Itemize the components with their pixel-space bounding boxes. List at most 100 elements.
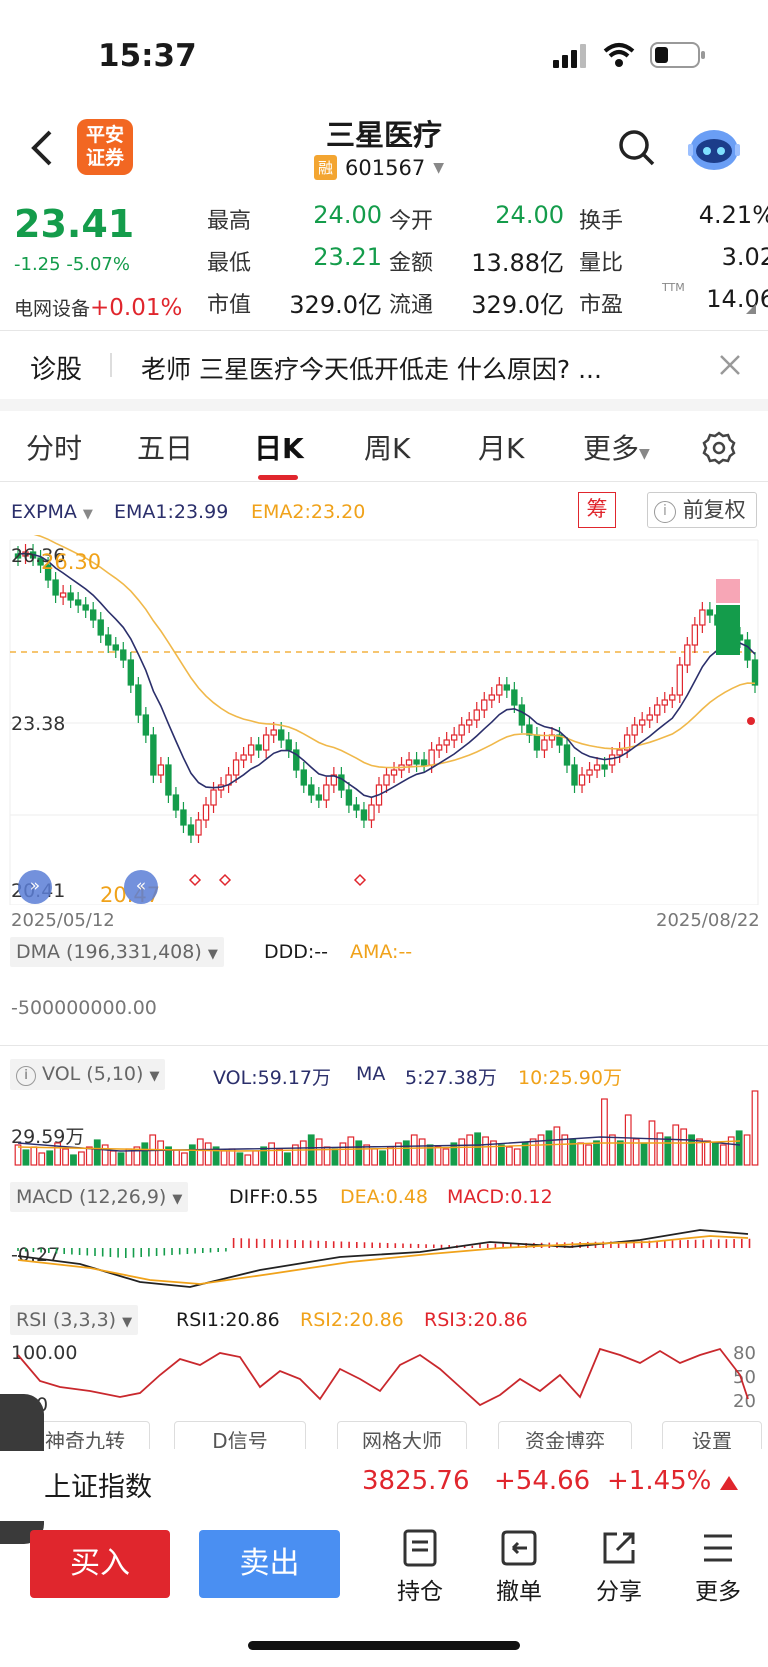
volume-bar	[244, 1154, 252, 1166]
candle	[556, 734, 563, 746]
dma-selector[interactable]: DMA (196,331,408) ▼	[10, 937, 224, 967]
tab-daily-k[interactable]: 日K	[254, 432, 304, 465]
volume-bar	[601, 1098, 608, 1166]
tool-d-signal[interactable]: D信号	[174, 1421, 306, 1449]
candle	[150, 734, 157, 776]
kline-chart[interactable]	[0, 535, 768, 905]
macd-chart	[17, 1229, 751, 1288]
volume-bar	[537, 1134, 545, 1166]
candle	[616, 749, 623, 756]
volume-bar	[735, 1130, 743, 1166]
tab-monthly-k[interactable]: 月K	[478, 432, 525, 465]
quote-label: 最低	[207, 251, 252, 276]
candle	[142, 714, 150, 736]
sector-row[interactable]: 电网设备+0.01%	[14, 294, 182, 321]
robot-assistant-icon[interactable]	[688, 124, 740, 172]
volume-bar	[236, 1152, 244, 1166]
scroll-left-icon[interactable]: »	[18, 870, 52, 904]
tool-grid-master[interactable]: 网格大师	[337, 1421, 467, 1449]
volume-bar	[680, 1128, 688, 1166]
candle	[661, 699, 668, 706]
volume-bar	[410, 1134, 418, 1166]
candle	[450, 734, 458, 741]
diagnosis-bar[interactable]: 诊股 老师 三星医疗今天低开低走 什么原因? ...	[0, 331, 768, 399]
sell-button[interactable]: 卖出	[199, 1530, 340, 1598]
volume-bar	[188, 1144, 196, 1166]
quote-label: 量比	[579, 251, 624, 276]
candle	[684, 644, 691, 666]
chip-bar-red	[716, 579, 740, 603]
rsi-line	[17, 1347, 749, 1407]
tool-settings[interactable]: 设置	[662, 1421, 762, 1449]
stock-code: 601567	[345, 155, 426, 180]
rsi-80: 80	[733, 1343, 756, 1364]
expand-corner-icon[interactable]	[746, 304, 756, 314]
tab-intraday[interactable]: 分时	[26, 432, 83, 465]
volume-bar	[426, 1144, 434, 1166]
volume-bar	[355, 1140, 363, 1166]
search-icon[interactable]	[617, 128, 657, 168]
date-start: 2025/05/12	[11, 910, 115, 931]
back-icon[interactable]	[26, 128, 56, 168]
date-end: 2025/08/22	[656, 910, 760, 931]
candle	[638, 719, 646, 726]
macd-value: MACD:0.12	[447, 1186, 553, 1208]
more-button[interactable]: 更多	[688, 1528, 748, 1608]
index-bar[interactable]: 上证指数 3825.76 +54.66 +1.45%	[0, 1451, 768, 1521]
stock-code-row[interactable]: 融 601567 ▼	[314, 155, 444, 180]
chip-button[interactable]: 筹	[578, 492, 616, 528]
share-button[interactable]: 分享	[589, 1528, 649, 1608]
volume-bar	[553, 1126, 561, 1166]
volume-bar	[743, 1134, 751, 1166]
tool-fund-game[interactable]: 资金博弈	[498, 1421, 632, 1449]
volume-bar	[704, 1140, 711, 1166]
buy-button[interactable]: 买入	[30, 1530, 170, 1598]
candle	[74, 599, 82, 606]
volume-bar	[482, 1136, 489, 1166]
close-icon[interactable]	[718, 353, 742, 377]
candle	[157, 764, 165, 776]
volume-bar	[751, 1090, 759, 1166]
candle	[97, 619, 104, 636]
volume-bar	[22, 1149, 30, 1166]
candle	[240, 754, 247, 761]
expma-selector[interactable]: EXPMA ▼	[11, 501, 93, 523]
volume-bar	[608, 1134, 616, 1166]
vol-selector[interactable]: i VOL (5,10) ▼	[10, 1059, 166, 1090]
adjust-button[interactable]: i 前复权	[647, 492, 757, 528]
candle	[202, 804, 210, 821]
volume-bar	[616, 1140, 624, 1166]
volume-bar	[513, 1148, 521, 1166]
candle	[518, 704, 526, 726]
gear-icon[interactable]	[702, 431, 736, 465]
candle	[541, 739, 548, 751]
price-change: -1.25 -5.07%	[14, 254, 130, 275]
candle	[458, 724, 465, 736]
chip-bar-green	[716, 605, 740, 655]
candle	[466, 719, 473, 726]
candle	[308, 784, 315, 796]
volume-bar	[371, 1148, 379, 1166]
volume-bar	[77, 1151, 85, 1166]
tab-more[interactable]: 更多▼	[583, 432, 650, 465]
candle	[90, 609, 97, 621]
scroll-right-icon[interactable]: «	[124, 870, 158, 904]
cancel-order-button[interactable]: 撤单	[489, 1528, 549, 1608]
volume-bar	[505, 1146, 513, 1166]
volume-bar	[561, 1134, 569, 1166]
macd-dea: DEA:0.48	[340, 1186, 429, 1208]
tab-five-day[interactable]: 五日	[137, 432, 194, 465]
volume-bar	[664, 1136, 672, 1166]
macd-selector[interactable]: MACD (12,26,9) ▼	[10, 1182, 189, 1212]
holdings-button[interactable]: 持仓	[390, 1528, 450, 1608]
index-value: 3825.76	[362, 1466, 470, 1496]
vol-ma5: 5:27.38万	[405, 1067, 497, 1089]
volume-bar	[14, 1144, 22, 1166]
rsi-selector[interactable]: RSI (3,3,3) ▼	[10, 1305, 139, 1335]
volume-bar	[569, 1138, 577, 1166]
volume-bar	[434, 1146, 442, 1166]
tab-weekly-k[interactable]: 周K	[364, 432, 411, 465]
volume-bar	[299, 1140, 307, 1166]
candle	[623, 734, 631, 751]
candle	[706, 609, 714, 616]
